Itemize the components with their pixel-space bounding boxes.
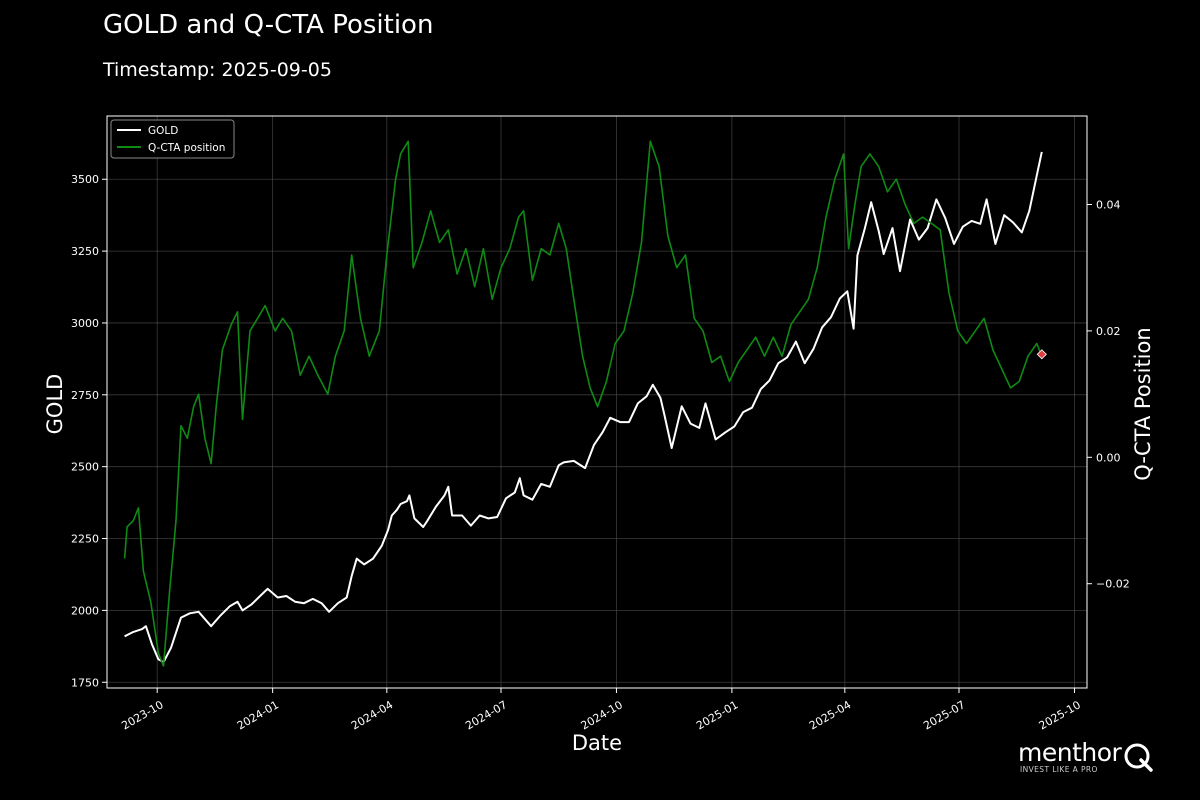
menthor-logo: menthor INVEST LIKE A PRO [1018,738,1168,778]
x-tick-label: 2025-01 [694,698,740,732]
cta-position-line [123,140,1043,667]
y-axis-title: GOLD [43,374,67,435]
y-tick-label: 3500 [71,173,99,186]
x-tick-label: 2023-10 [119,698,165,732]
x-tick-label: 2025-10 [1037,698,1083,732]
y2-axis-title: Q-CTA Position [1131,327,1155,480]
plot-frame [106,115,1088,689]
legend-label: GOLD [148,125,178,137]
x-axis-title: Date [572,731,622,755]
logo-wordmark: menthor [1018,738,1122,767]
series-lines [123,140,1047,667]
x-tick-label: 2024-10 [579,698,625,732]
y-tick-label: 3000 [71,317,99,330]
last-value-marker [1036,349,1047,360]
y-tick-label: 1750 [71,676,99,689]
x-tick-label: 2024-01 [235,698,281,732]
chart-subtitle: Timestamp: 2025-09-05 [103,59,332,81]
y-tick-label: 2500 [71,461,99,474]
y-tick-label: 2750 [71,389,99,402]
y2-tick-label: 0.00 [1096,451,1121,464]
legend: GOLD Q-CTA position [110,119,235,159]
x-tick-label: 2024-07 [463,698,509,732]
legend-label: Q-CTA position [148,142,225,154]
legend-box [110,119,235,159]
q-logo-icon [1124,743,1153,772]
y2-tick-label: −0.02 [1096,578,1130,591]
chart-title: GOLD and Q-CTA Position [103,10,434,40]
y2-tick-label: 0.02 [1096,325,1121,338]
x-tick-label: 2024-04 [349,698,395,732]
y-tick-label: 2000 [71,604,99,617]
y-tick-label: 2250 [71,533,99,546]
gold-price-line [124,151,1043,664]
y-tick-label: 3250 [71,245,99,258]
x-tick-label: 2025-07 [921,698,967,732]
x-tick-label: 2025-04 [807,698,853,732]
y2-tick-label: 0.04 [1096,198,1121,211]
grid-lines [107,116,1087,688]
logo-tagline: INVEST LIKE A PRO [1020,765,1098,774]
